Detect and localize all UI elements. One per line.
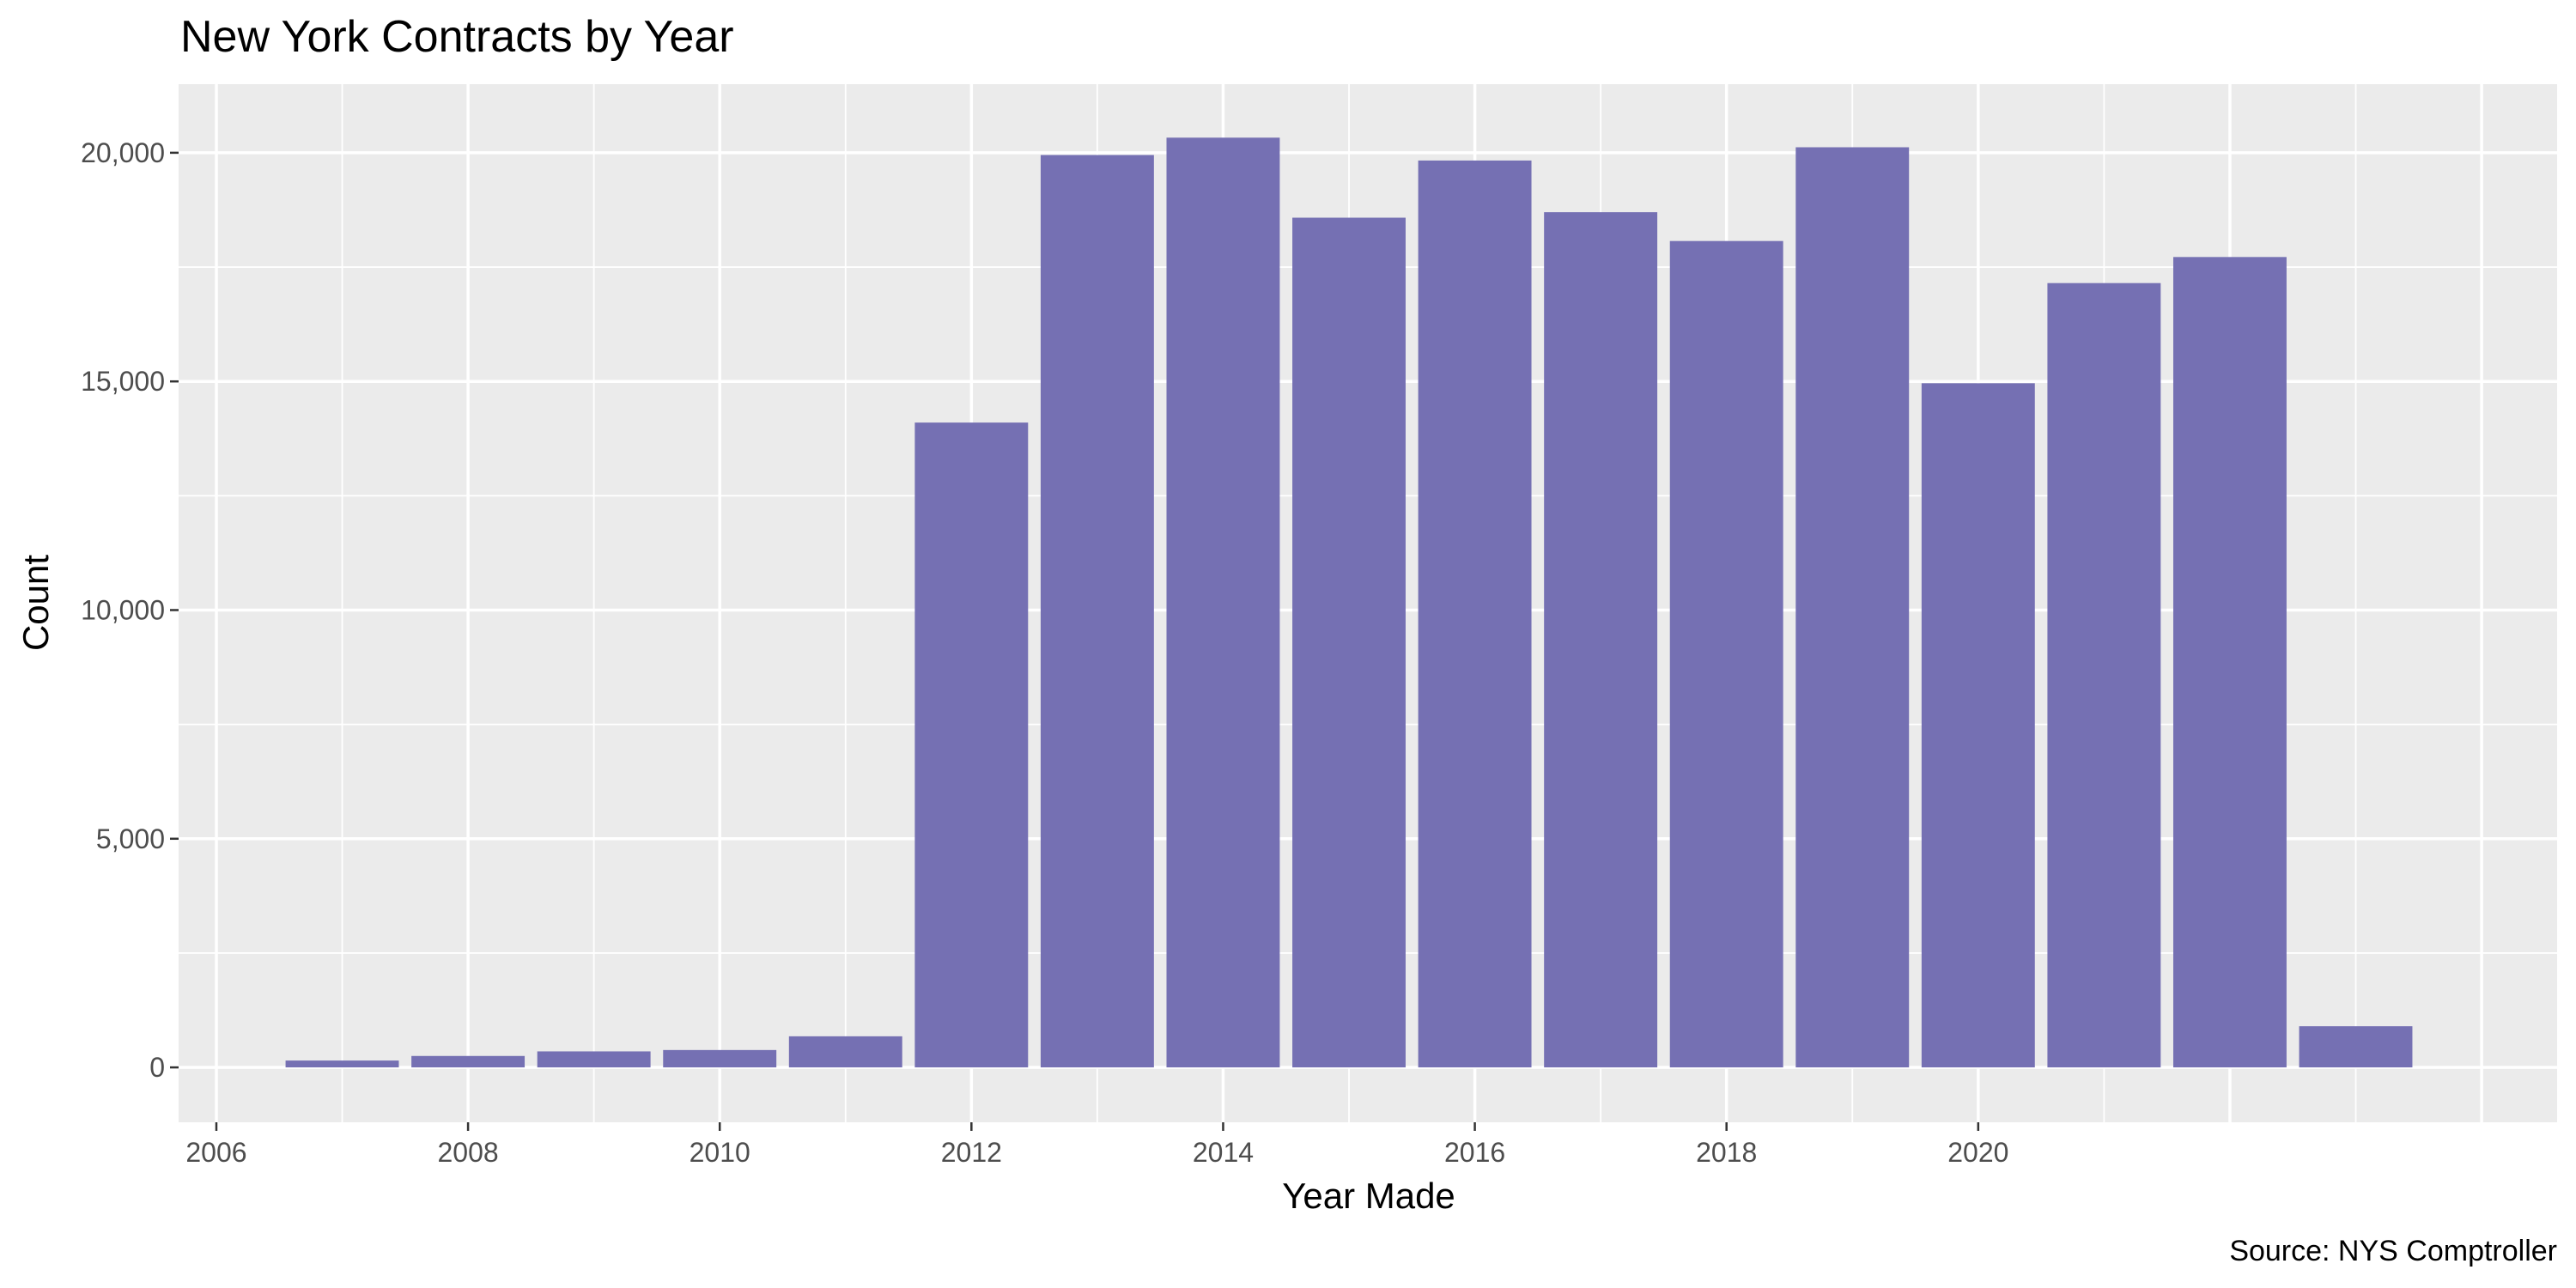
bar-2007	[285, 1060, 399, 1068]
x-tick-label: 2010	[690, 1137, 750, 1168]
bar-2023	[2299, 1026, 2413, 1068]
x-axis-title: Year Made	[1282, 1176, 1455, 1216]
source-caption: Source: NYS Comptroller	[2229, 1235, 2557, 1267]
x-tick-label: 2020	[1947, 1137, 2008, 1168]
bar-2011	[788, 1036, 902, 1068]
bar-2017	[1544, 212, 1658, 1068]
axis-ticks	[170, 151, 1980, 1131]
bar-2014	[1166, 137, 1280, 1068]
chart-title: New York Contracts by Year	[180, 12, 734, 62]
x-tick-label: 2008	[437, 1137, 498, 1168]
x-tick-label: 2016	[1444, 1137, 1505, 1168]
y-tick-label: 15,000	[81, 366, 165, 397]
bars	[285, 137, 2413, 1068]
bar-2010	[663, 1049, 777, 1068]
y-tick-label: 0	[149, 1052, 165, 1083]
bar-2018	[1669, 240, 1783, 1068]
bar-2022	[2172, 257, 2287, 1068]
bar-2009	[537, 1051, 651, 1068]
bar-2016	[1418, 160, 1532, 1068]
bar-2020	[1921, 383, 2035, 1068]
y-tick-label: 20,000	[81, 137, 165, 168]
bar-2019	[1795, 147, 1910, 1068]
x-tick-label: 2014	[1193, 1137, 1254, 1168]
x-axis-tick-labels: 2006 2008 2010 2012 2014 2016 2018 2020	[185, 1137, 2008, 1168]
x-tick-label: 2018	[1696, 1137, 1757, 1168]
bar-2008	[411, 1055, 526, 1068]
x-tick-label: 2012	[941, 1137, 1002, 1168]
x-tick-label: 2006	[185, 1137, 246, 1168]
y-axis-tick-labels: 0 5,000 10,000 15,000 20,000	[81, 137, 165, 1083]
bar-2012	[914, 422, 1029, 1068]
y-axis-title: Count	[15, 555, 56, 651]
bar-2021	[2047, 283, 2161, 1068]
bar-2013	[1040, 155, 1154, 1068]
y-tick-label: 5,000	[96, 823, 165, 854]
bar-2015	[1292, 217, 1406, 1068]
y-tick-label: 10,000	[81, 594, 165, 625]
